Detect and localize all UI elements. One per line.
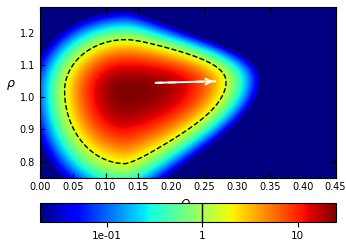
X-axis label: $Q_6$: $Q_6$ bbox=[180, 198, 196, 213]
X-axis label: $P(Q_6,\rho)$: $P(Q_6,\rho)$ bbox=[165, 244, 210, 245]
Y-axis label: $\rho$: $\rho$ bbox=[6, 78, 16, 92]
